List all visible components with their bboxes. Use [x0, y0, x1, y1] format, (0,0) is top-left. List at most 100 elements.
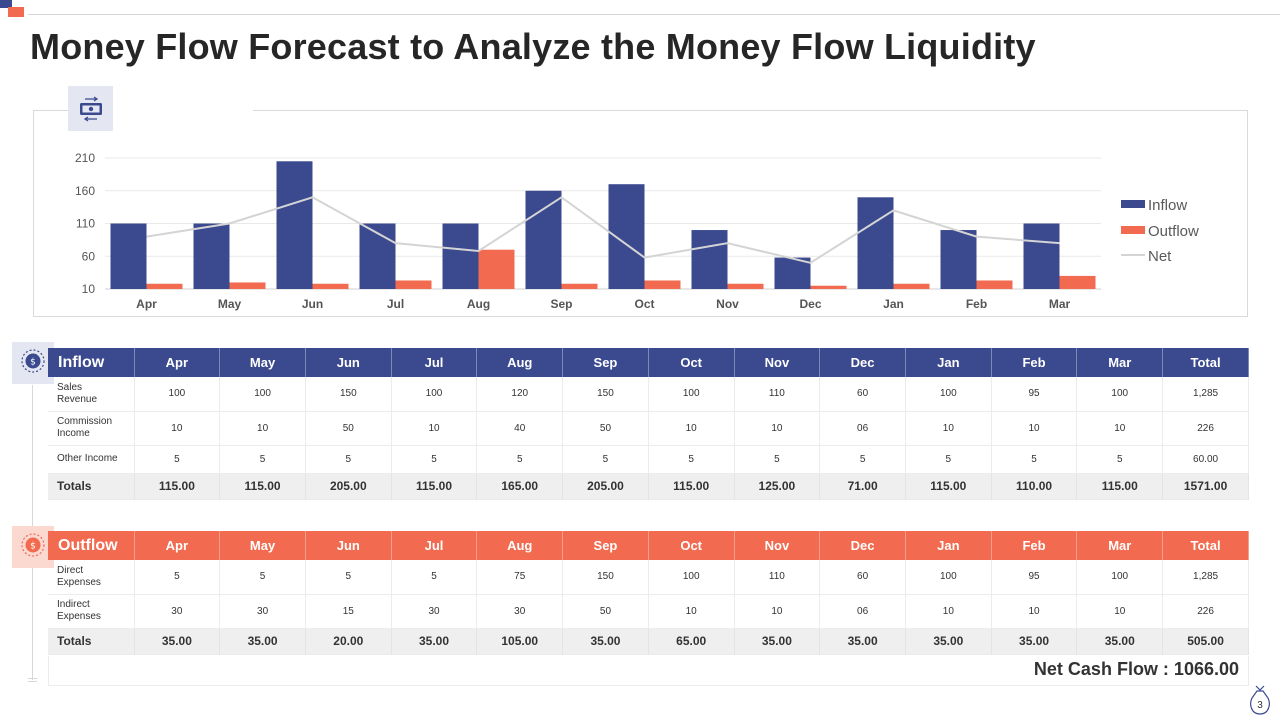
table-cell: 5: [134, 445, 221, 473]
table-cell: 5: [562, 445, 649, 473]
col-header: Dec: [819, 348, 906, 377]
table-cell: 10: [905, 411, 992, 445]
inflow-table: Inflow Apr May Jun Jul Aug Sep Oct Nov D…: [48, 348, 1249, 500]
outflow-bar: [1059, 275, 1096, 289]
table-cell: 5: [476, 445, 564, 473]
totals-row: Totals 115.00 115.00 205.00 115.00 165.0…: [48, 473, 1249, 499]
x-tick-label: Apr: [136, 297, 157, 311]
y-tick-label: 10: [82, 282, 96, 296]
table-cell: 5: [648, 445, 735, 473]
table-cell: 5: [991, 445, 1078, 473]
page-number: 3: [1257, 700, 1263, 711]
x-tick-label: Dec: [799, 297, 821, 311]
table-cell: 10: [648, 411, 735, 445]
y-tick-label: 160: [75, 184, 95, 198]
table-cell: 10: [648, 594, 735, 628]
x-tick-label: Mar: [1049, 297, 1071, 311]
total-cell: 35.00: [734, 628, 821, 654]
table-row: Direct Expenses 5 5 5 5 75 150 100 110 60…: [48, 560, 1249, 594]
table-cell: 1,285: [1162, 560, 1249, 594]
x-tick-label: Jul: [387, 297, 404, 311]
x-tick-label: Feb: [966, 297, 987, 311]
table-row: Sales Revenue 100 100 150 100 120 150 100…: [48, 377, 1249, 411]
table-cell: 100: [219, 377, 306, 411]
legend-label: Outflow: [1148, 223, 1199, 240]
table-cell: 100: [905, 560, 992, 594]
table-cell: 5: [391, 560, 478, 594]
corner-accent-orange: [8, 7, 24, 17]
total-cell: 35.00: [991, 628, 1078, 654]
y-tick-label: 110: [76, 217, 95, 231]
col-header: Feb: [991, 531, 1078, 560]
table-cell: 10: [134, 411, 221, 445]
table-cell: 60: [819, 377, 906, 411]
row-label: Indirect Expenses: [48, 594, 135, 628]
total-cell: 125.00: [734, 473, 821, 499]
table-cell: 95: [991, 377, 1078, 411]
col-header: May: [219, 348, 306, 377]
col-header: Mar: [1076, 531, 1164, 560]
col-header: Jun: [305, 348, 392, 377]
total-cell: 71.00: [819, 473, 906, 499]
totals-label: Totals: [48, 628, 135, 654]
table-row: Other Income 5 5 5 5 5 5 5 5 5 5 5 5 60.…: [48, 445, 1249, 473]
x-tick-label: Jun: [302, 297, 323, 311]
chart-panel-gap: [113, 100, 253, 114]
col-header: Sep: [562, 531, 649, 560]
table-cell: 06: [819, 594, 906, 628]
outflow-bar: [561, 283, 598, 289]
col-header: Jun: [305, 531, 392, 560]
net-cash-flow: Net Cash Flow : 1066.00: [1033, 659, 1239, 679]
net-line: [146, 196, 1060, 264]
legend-swatch: [1121, 226, 1145, 234]
inflow-title: Inflow: [48, 348, 135, 377]
outflow-bar: [727, 283, 764, 289]
total-cell: 115.00: [134, 473, 221, 499]
col-header: Feb: [991, 348, 1078, 377]
table-cell: 10: [1076, 411, 1164, 445]
total-cell: 1571.00: [1162, 473, 1249, 499]
table-cell: 5: [905, 445, 992, 473]
total-cell: 110.00: [991, 473, 1078, 499]
col-header: Sep: [562, 348, 649, 377]
table-cell: 5: [734, 445, 821, 473]
table-cell: 10: [1076, 594, 1164, 628]
table-cell: 5: [305, 445, 392, 473]
total-cell: 205.00: [305, 473, 392, 499]
inflow-bar: [276, 161, 313, 289]
total-cell: 35.00: [819, 628, 906, 654]
dollar-coin-icon: $: [19, 531, 47, 564]
col-header: Oct: [648, 531, 735, 560]
table-cell: 100: [391, 377, 478, 411]
outflow-bar: [976, 280, 1013, 289]
legend-swatch: [1121, 200, 1145, 208]
row-label: Other Income: [48, 445, 135, 473]
table-cell: 5: [219, 560, 306, 594]
table-cell: 100: [648, 560, 735, 594]
inflow-bar: [525, 190, 562, 289]
table-cell: 10: [991, 594, 1078, 628]
col-header: May: [219, 531, 306, 560]
x-tick-label: Aug: [467, 297, 490, 311]
svg-text:$: $: [30, 541, 36, 551]
inflow-bar: [608, 184, 645, 289]
money-bag-icon: 3: [1248, 682, 1272, 721]
col-header: Aug: [476, 531, 564, 560]
outflow-bar: [229, 282, 266, 289]
table-cell: 1,285: [1162, 377, 1249, 411]
table-cell: 95: [991, 560, 1078, 594]
col-header: Mar: [1076, 348, 1164, 377]
outflow-bar: [146, 283, 183, 289]
top-divider: [28, 14, 1280, 15]
total-cell: 115.00: [1076, 473, 1164, 499]
row-label: Direct Expenses: [48, 560, 135, 594]
table-cell: 150: [562, 560, 649, 594]
x-tick-label: May: [218, 297, 242, 311]
inflow-bar: [359, 223, 396, 289]
outflow-title: Outflow: [48, 531, 135, 560]
y-tick-label: 60: [82, 249, 96, 263]
totals-label: Totals: [48, 473, 135, 499]
net-cash-flow-panel: [48, 656, 1249, 686]
col-header: Oct: [648, 348, 735, 377]
y-tick-label: 210: [75, 151, 95, 165]
